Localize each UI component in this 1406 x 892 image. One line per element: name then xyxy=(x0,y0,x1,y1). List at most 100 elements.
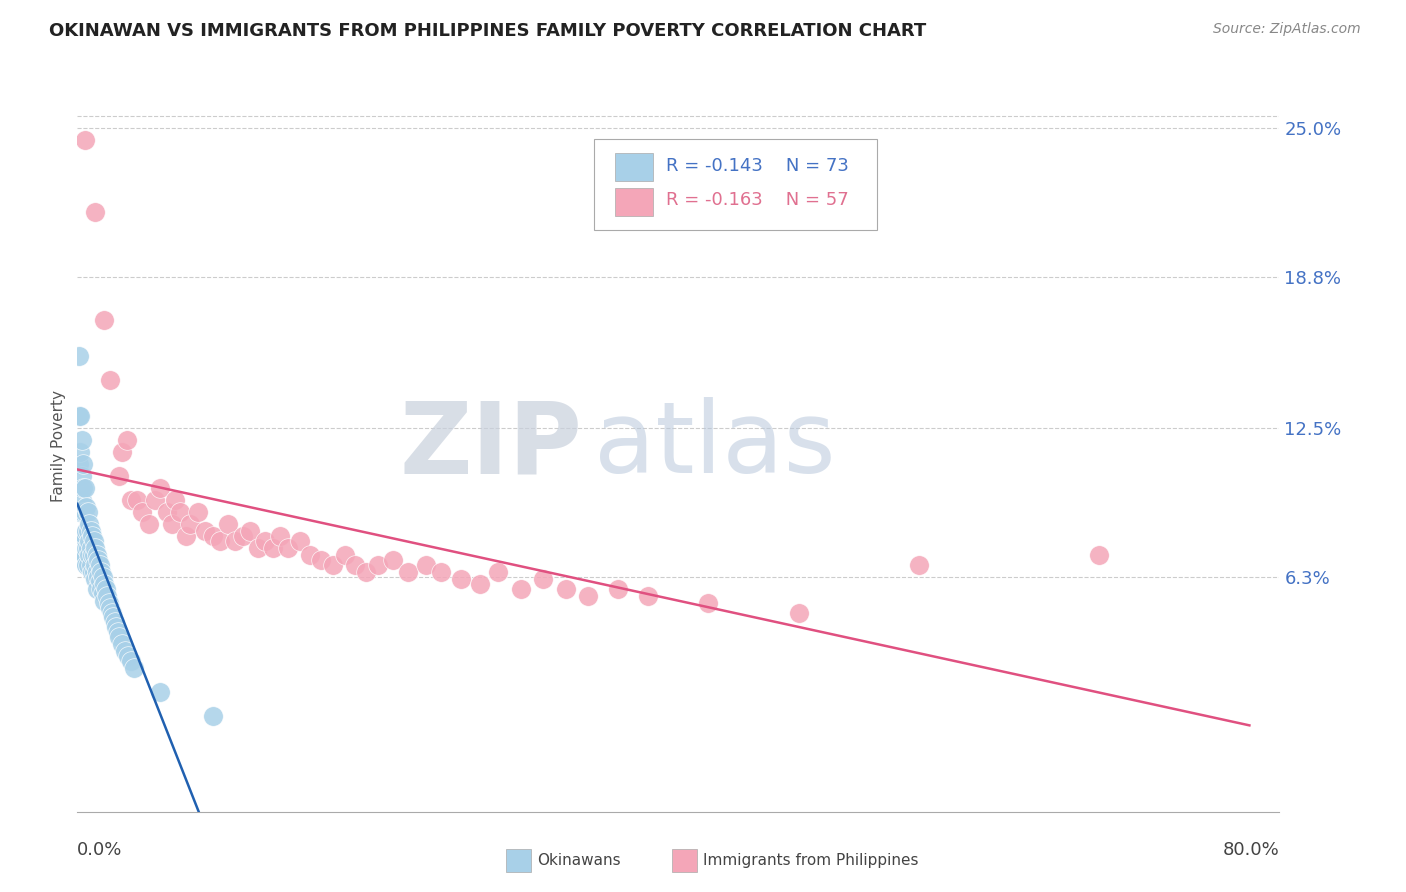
Point xyxy=(138,516,160,531)
Point xyxy=(108,630,131,644)
Point xyxy=(576,589,599,603)
Point xyxy=(468,577,491,591)
Point xyxy=(1088,548,1111,562)
Point xyxy=(76,524,98,538)
Point xyxy=(114,644,136,658)
Point xyxy=(637,589,659,603)
Point xyxy=(246,541,269,555)
Point xyxy=(115,433,138,447)
Point xyxy=(232,529,254,543)
Point xyxy=(73,529,96,543)
Point xyxy=(70,469,93,483)
Point xyxy=(91,586,114,600)
Point xyxy=(149,481,172,495)
Point xyxy=(84,541,107,555)
Point xyxy=(89,574,111,589)
Point xyxy=(89,558,111,572)
Text: ZIP: ZIP xyxy=(399,398,582,494)
Point xyxy=(86,548,108,562)
Point xyxy=(69,505,91,519)
Point xyxy=(82,529,104,543)
Point xyxy=(107,624,129,639)
Point xyxy=(75,524,97,538)
Text: R = -0.163    N = 57: R = -0.163 N = 57 xyxy=(666,192,849,210)
Point xyxy=(354,565,377,579)
Point xyxy=(83,565,105,579)
Point xyxy=(67,349,90,363)
Point xyxy=(309,553,332,567)
Point xyxy=(67,409,90,423)
Point xyxy=(69,445,91,459)
Point xyxy=(145,492,167,507)
Point xyxy=(72,481,94,495)
Point xyxy=(262,541,284,555)
Point xyxy=(697,596,720,610)
FancyBboxPatch shape xyxy=(614,188,654,216)
Point xyxy=(367,558,389,572)
Point xyxy=(93,593,115,607)
Point xyxy=(75,500,97,515)
Point xyxy=(908,558,931,572)
Point xyxy=(86,582,108,596)
Point xyxy=(430,565,453,579)
Point xyxy=(194,524,217,538)
Point xyxy=(84,205,107,219)
Text: atlas: atlas xyxy=(595,398,837,494)
Point xyxy=(186,505,209,519)
Point xyxy=(91,570,114,584)
Point xyxy=(322,558,344,572)
Point xyxy=(111,445,134,459)
Point xyxy=(333,548,356,562)
Point xyxy=(90,582,112,596)
Point xyxy=(93,577,115,591)
Point xyxy=(111,637,134,651)
Point xyxy=(531,572,554,586)
Point xyxy=(277,541,299,555)
Point xyxy=(94,582,117,596)
Point xyxy=(120,654,142,668)
Point xyxy=(269,529,291,543)
Text: OKINAWAN VS IMMIGRANTS FROM PHILIPPINES FAMILY POVERTY CORRELATION CHART: OKINAWAN VS IMMIGRANTS FROM PHILIPPINES … xyxy=(49,22,927,40)
Point xyxy=(82,548,104,562)
Point xyxy=(75,541,97,555)
Text: 80.0%: 80.0% xyxy=(1223,841,1279,859)
Point xyxy=(105,620,128,634)
Point xyxy=(72,457,94,471)
Text: Immigrants from Philippines: Immigrants from Philippines xyxy=(703,854,918,868)
Point xyxy=(67,457,90,471)
Point xyxy=(80,541,103,555)
Point xyxy=(254,533,277,548)
Point xyxy=(87,570,110,584)
Point xyxy=(80,524,103,538)
Y-axis label: Family Poverty: Family Poverty xyxy=(51,390,66,502)
Point xyxy=(96,589,118,603)
Point xyxy=(70,433,93,447)
Point xyxy=(169,505,191,519)
Text: Okinawans: Okinawans xyxy=(537,854,620,868)
Point xyxy=(201,529,224,543)
Point xyxy=(83,533,105,548)
Point xyxy=(117,648,139,663)
Text: Source: ZipAtlas.com: Source: ZipAtlas.com xyxy=(1213,22,1361,37)
Point xyxy=(224,533,246,548)
Point xyxy=(124,661,146,675)
Point xyxy=(486,565,509,579)
Point xyxy=(70,529,93,543)
Point xyxy=(80,558,103,572)
Point xyxy=(84,558,107,572)
Point xyxy=(69,481,91,495)
Point xyxy=(554,582,576,596)
Point xyxy=(73,481,96,495)
Point xyxy=(239,524,262,538)
Point xyxy=(299,548,322,562)
Point xyxy=(509,582,531,596)
Point xyxy=(73,133,96,147)
Point xyxy=(288,533,311,548)
Point xyxy=(76,541,98,555)
Point xyxy=(82,565,104,579)
FancyBboxPatch shape xyxy=(614,153,654,181)
Point xyxy=(149,685,172,699)
Point xyxy=(83,548,105,562)
Point xyxy=(79,548,101,562)
Point xyxy=(450,572,472,586)
